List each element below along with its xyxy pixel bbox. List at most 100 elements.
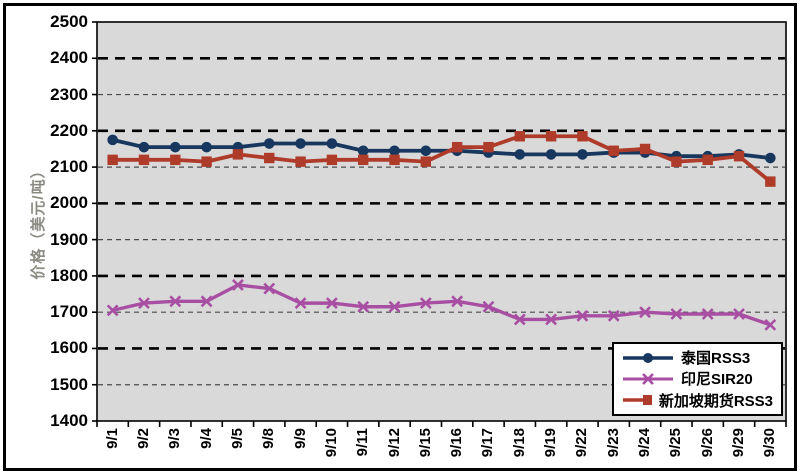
marker-x: [106, 304, 119, 317]
y-tick-label-2000: 2000: [50, 193, 88, 213]
marker-square: [138, 154, 150, 166]
series-line-2: [110, 134, 773, 184]
x-tick-label-9-25: 9/25: [667, 428, 685, 458]
marker-circle: [420, 145, 432, 157]
x-tick-label-9-29: 9/29: [730, 428, 748, 458]
x-tick-label-9-16: 9/16: [448, 428, 466, 458]
y-tick-label-1600: 1600: [50, 338, 88, 358]
marker-circle: [326, 138, 338, 149]
marker-x: [701, 308, 714, 320]
marker-square: [514, 131, 525, 142]
y-tick-label-2100: 2100: [50, 157, 88, 177]
marker-x: [764, 318, 777, 331]
legend-item-1: 印尼SIR20: [622, 368, 773, 389]
marker-square: [545, 131, 557, 142]
marker-circle: [765, 152, 776, 164]
x-tick-label-9-22: 9/22: [573, 428, 591, 458]
marker-x: [419, 297, 432, 310]
x-tick-label-9-3: 9/3: [166, 428, 184, 449]
marker-x: [576, 309, 589, 322]
x-tick-label-9-8: 9/8: [260, 428, 278, 449]
marker-square: [389, 154, 400, 166]
x-tick-label-9-2: 9/2: [134, 428, 152, 449]
x-tick-label-9-1: 9/1: [103, 428, 121, 449]
marker-square: [451, 141, 463, 153]
marker-circle: [107, 134, 118, 146]
marker-x: [294, 297, 307, 310]
legend-item-2: 新加坡期货RSS3: [622, 390, 773, 411]
marker-square: [326, 154, 338, 166]
legend: 泰国RSS3 印尼SIR20 新加坡期货RSS3: [612, 342, 783, 416]
marker-circle: [169, 141, 181, 153]
marker-square: [295, 156, 306, 167]
x-tick-label-9-19: 9/19: [542, 428, 560, 458]
marker-square: [639, 143, 651, 155]
marker-x: [232, 279, 244, 291]
x-tick-label-9-5: 9/5: [228, 428, 246, 449]
legend-label-2: 新加坡期货RSS3: [658, 392, 773, 410]
legend-marker-square-icon: [623, 395, 652, 406]
y-tick-label-1800: 1800: [50, 265, 88, 285]
marker-x: [482, 300, 495, 313]
marker-circle: [514, 149, 526, 160]
marker-circle: [295, 138, 306, 149]
marker-square: [170, 154, 181, 166]
marker-square: [765, 176, 776, 187]
y-tick-label-1900: 1900: [50, 229, 88, 249]
marker-square: [232, 149, 244, 160]
marker-square: [201, 156, 212, 167]
x-tick-label-9-24: 9/24: [636, 428, 654, 458]
y-tick-label-2200: 2200: [50, 120, 88, 140]
x-tick-label-9-17: 9/17: [479, 428, 497, 458]
marker-x: [607, 309, 620, 322]
x-tick-label-9-15: 9/15: [416, 428, 434, 458]
marker-x: [325, 297, 338, 310]
marker-square: [733, 151, 745, 162]
marker-x: [138, 297, 150, 310]
x-tick-label-9-11: 9/11: [354, 428, 372, 457]
marker-x: [200, 295, 213, 308]
marker-circle: [545, 149, 557, 160]
legend-marker-x-icon: [623, 373, 673, 385]
marker-x: [357, 300, 370, 313]
marker-circle: [263, 138, 275, 149]
legend-item-0: 泰国RSS3: [622, 347, 773, 368]
marker-x: [263, 282, 276, 295]
legend-marker-circle-icon: [623, 352, 673, 363]
y-tick-label-1500: 1500: [50, 374, 88, 394]
x-tick-label-9-12: 9/12: [385, 428, 403, 458]
chart-border-frame: [3, 3, 797, 471]
marker-x: [169, 295, 182, 308]
y-tick-label-1700: 1700: [50, 302, 88, 322]
x-tick-label-9-30: 9/30: [761, 428, 779, 458]
marker-circle: [389, 145, 400, 157]
marker-circle: [138, 141, 150, 153]
marker-square: [420, 156, 432, 167]
x-tick-label-9-18: 9/18: [510, 428, 528, 458]
marker-square: [264, 152, 275, 164]
legend-label-1: 印尼SIR20: [681, 371, 753, 389]
marker-square: [608, 145, 619, 156]
marker-x: [513, 313, 526, 326]
marker-x: [388, 300, 401, 313]
x-tick-label-9-10: 9/10: [322, 428, 340, 458]
marker-square: [483, 141, 494, 153]
marker-square: [702, 154, 713, 166]
legend-label-0: 泰国RSS3: [681, 350, 751, 368]
marker-square: [107, 154, 118, 166]
marker-circle: [577, 149, 588, 160]
marker-x: [639, 306, 651, 319]
marker-square: [671, 156, 682, 167]
marker-square: [577, 131, 588, 142]
marker-x: [670, 308, 683, 320]
x-tick-label-9-26: 9/26: [698, 428, 716, 458]
marker-x: [451, 295, 464, 308]
y-tick-label-2300: 2300: [50, 84, 88, 104]
marker-circle: [357, 145, 369, 157]
x-tick-label-9-4: 9/4: [197, 428, 215, 449]
x-tick-label-9-9: 9/9: [291, 428, 309, 449]
marker-circle: [201, 141, 212, 153]
y-tick-label-2400: 2400: [50, 48, 88, 68]
marker-square: [358, 154, 369, 166]
